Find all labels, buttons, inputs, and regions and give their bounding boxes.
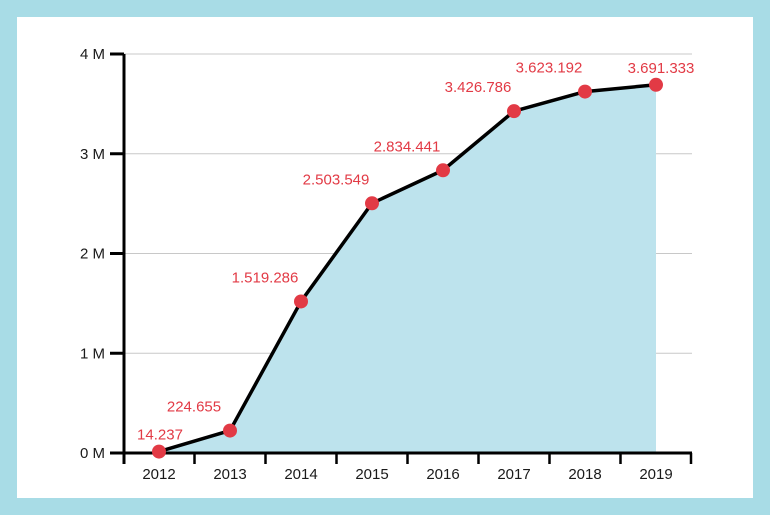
data-point [223,423,237,438]
data-point [365,196,379,211]
data-label: 2.503.549 [303,171,370,188]
data-label: 224.655 [167,399,221,416]
x-tick-label: 2018 [568,466,601,483]
data-point [578,84,592,99]
x-tick-label: 2016 [426,466,459,483]
area-fill [159,84,656,453]
data-point [436,163,450,178]
data-label: 2.834.441 [374,138,441,155]
x-tick-label: 2017 [497,466,530,483]
data-label: 3.691.333 [628,60,695,77]
data-label: 1.519.286 [232,269,299,286]
data-markers [152,77,663,459]
y-axis-ticks: 0 M 1 M 2 M 3 M 4 M [80,46,124,462]
y-tick-label: 0 M [80,445,105,462]
x-tick-label: 2012 [142,466,175,483]
x-tick-label: 2019 [639,466,672,483]
data-point [507,104,521,119]
y-tick-label: 3 M [80,146,105,163]
data-point [649,77,663,92]
data-label: 14.237 [137,427,183,444]
y-tick-label: 1 M [80,345,105,362]
x-tick-label: 2013 [213,466,246,483]
data-label: 3.426.786 [445,79,512,96]
data-label: 3.623.192 [516,60,583,77]
data-labels: 14.237 224.655 1.519.286 2.503.5492.834.441… [137,60,694,444]
y-tick-label: 4 M [80,46,105,63]
series-line [158,83,657,454]
data-point [294,294,308,309]
x-axis-ticks: 2012 2013 2014 2015 2016 2017 2018 2019 [142,453,693,483]
y-tick-label: 2 M [80,246,105,263]
x-tick-label: 2014 [284,466,317,483]
data-point [152,444,166,459]
x-tick-label: 2015 [355,466,388,483]
